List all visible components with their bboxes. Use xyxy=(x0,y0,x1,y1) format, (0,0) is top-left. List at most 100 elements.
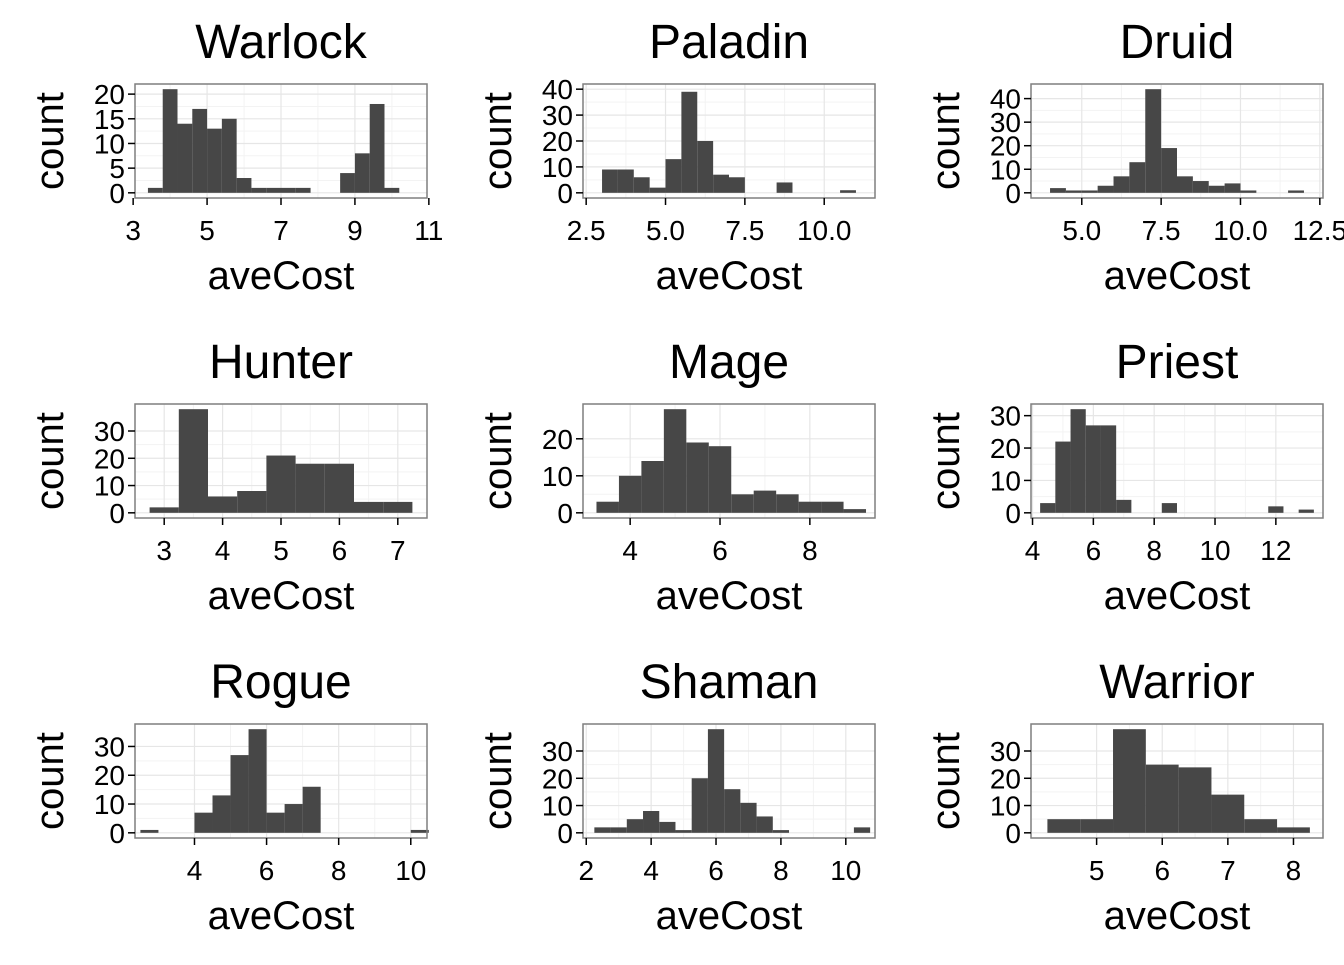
histogram-bar xyxy=(641,461,664,513)
x-tick-label: 2 xyxy=(578,855,594,886)
y-tick-label: 0 xyxy=(109,818,125,849)
histogram-bar xyxy=(410,829,429,833)
histogram-bar xyxy=(295,187,311,193)
histogram-bar xyxy=(354,153,370,193)
x-tick-label: 7.5 xyxy=(1142,215,1181,246)
x-tick-label: 8 xyxy=(802,535,818,566)
x-axis-title: aveCost xyxy=(1104,574,1251,618)
histogram-bar xyxy=(295,463,325,513)
y-axis-title: count xyxy=(476,92,520,190)
histogram-bar xyxy=(756,816,773,833)
panel-border xyxy=(582,403,876,519)
panel-title: Shaman xyxy=(640,656,819,709)
panel-border xyxy=(1030,83,1324,199)
y-tick-label: 20 xyxy=(94,443,125,474)
histogram-bar xyxy=(1161,148,1177,193)
panel-title: Rogue xyxy=(210,656,351,709)
histogram-bar xyxy=(1113,176,1130,193)
histogram-bar xyxy=(753,490,777,513)
x-tick-label: 10 xyxy=(830,855,861,886)
x-tick-label: 5.0 xyxy=(646,215,685,246)
histogram-bar xyxy=(383,501,413,513)
y-tick-label: 5 xyxy=(109,153,125,184)
x-tick-label: 5 xyxy=(1089,855,1105,886)
x-axis-title: aveCost xyxy=(1104,254,1251,298)
histogram-bar xyxy=(354,501,384,513)
histogram-bar xyxy=(369,103,385,193)
histogram-bar xyxy=(691,778,708,833)
histogram-bar xyxy=(1211,794,1245,833)
x-tick-label: 6 xyxy=(712,535,728,566)
x-tick-label: 2.5 xyxy=(567,215,606,246)
histogram-bar xyxy=(618,475,642,513)
x-tick-label: 8 xyxy=(1286,855,1302,886)
panel-border xyxy=(1030,403,1324,519)
histogram-bar xyxy=(724,789,741,833)
histogram-bar xyxy=(675,830,692,833)
y-tick-label: 0 xyxy=(1005,178,1021,209)
panel-border xyxy=(134,723,428,839)
x-tick-label: 12.5 xyxy=(1293,215,1344,246)
x-tick-label: 7 xyxy=(273,215,289,246)
y-tick-label: 20 xyxy=(94,760,125,791)
histogram-bar xyxy=(147,187,163,193)
y-tick-label: 30 xyxy=(542,736,573,767)
histogram-bar xyxy=(1097,185,1114,193)
x-tick-label: 4 xyxy=(187,855,203,886)
histogram-bar xyxy=(713,174,729,193)
histogram-bar xyxy=(340,173,355,193)
histogram-bar xyxy=(729,177,745,193)
x-tick-label: 7 xyxy=(390,535,406,566)
x-tick-label: 9 xyxy=(347,215,363,246)
y-tick-label: 0 xyxy=(1005,498,1021,529)
histogram-bar xyxy=(208,496,238,513)
histogram-bar xyxy=(596,501,619,513)
y-tick-label: 30 xyxy=(990,107,1021,138)
histogram-bar xyxy=(1047,819,1081,833)
histogram-bar xyxy=(324,463,354,513)
histogram-bar xyxy=(776,182,793,193)
histogram-bar xyxy=(1116,499,1132,513)
y-tick-label: 30 xyxy=(990,736,1021,767)
y-tick-label: 0 xyxy=(557,498,573,529)
histogram-bar xyxy=(149,507,179,513)
histogram-bar xyxy=(1055,441,1071,513)
y-tick-label: 15 xyxy=(94,104,125,135)
x-axis-title: aveCost xyxy=(208,894,355,938)
histogram-bar xyxy=(1129,162,1146,193)
histogram-bar xyxy=(281,187,296,193)
histogram-bar xyxy=(731,494,754,513)
x-tick-label: 5.0 xyxy=(1062,215,1101,246)
histogram-bar xyxy=(162,89,178,193)
histogram-bar xyxy=(251,187,267,193)
y-tick-label: 0 xyxy=(109,498,125,529)
x-tick-label: 8 xyxy=(773,855,789,886)
y-axis-title: count xyxy=(924,412,968,510)
histogram-bar xyxy=(665,159,682,193)
histogram-bar xyxy=(177,123,193,193)
histogram-bar xyxy=(633,177,650,193)
histogram-bar xyxy=(707,729,725,833)
y-tick-label: 0 xyxy=(557,178,573,209)
histogram-bar xyxy=(266,187,281,193)
histogram-bar xyxy=(1100,425,1117,513)
x-axis-title: aveCost xyxy=(1104,894,1251,938)
y-axis-title: count xyxy=(28,92,72,190)
histogram-bar xyxy=(1244,819,1278,833)
panel-title: Warlock xyxy=(195,16,368,69)
x-axis-title: aveCost xyxy=(656,574,803,618)
histogram-bar xyxy=(212,795,231,833)
histogram-bar xyxy=(594,827,611,833)
histogram-bar xyxy=(221,118,237,193)
y-tick-label: 30 xyxy=(94,416,125,447)
y-axis-title: count xyxy=(28,732,72,830)
histogram-bar xyxy=(1145,764,1179,833)
histogram-bar xyxy=(1040,503,1056,513)
histogram-bar xyxy=(384,187,400,193)
histogram-bar xyxy=(207,128,222,193)
